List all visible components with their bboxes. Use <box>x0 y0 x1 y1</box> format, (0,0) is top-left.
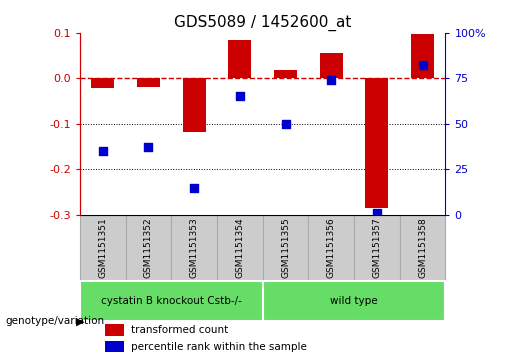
Bar <box>228 40 251 78</box>
Bar <box>91 78 114 88</box>
Text: genotype/variation: genotype/variation <box>5 316 104 326</box>
Text: GSM1151353: GSM1151353 <box>190 217 199 278</box>
Point <box>419 62 427 68</box>
Bar <box>400 215 445 281</box>
Bar <box>106 341 124 352</box>
Bar <box>80 215 126 281</box>
Text: transformed count: transformed count <box>131 325 228 335</box>
Text: GSM1151352: GSM1151352 <box>144 218 153 278</box>
Bar <box>354 215 400 281</box>
Bar <box>308 215 354 281</box>
Text: GSM1151358: GSM1151358 <box>418 217 427 278</box>
Bar <box>106 324 124 336</box>
Bar <box>183 78 205 132</box>
Point <box>281 121 289 127</box>
Point <box>190 185 198 191</box>
Point <box>144 144 152 150</box>
Bar <box>411 34 434 78</box>
Point <box>373 210 381 216</box>
Bar <box>274 70 297 78</box>
Text: GSM1151354: GSM1151354 <box>235 218 244 278</box>
Bar <box>80 281 263 321</box>
Title: GDS5089 / 1452600_at: GDS5089 / 1452600_at <box>174 15 351 31</box>
Bar <box>366 78 388 208</box>
Text: percentile rank within the sample: percentile rank within the sample <box>131 342 307 352</box>
Text: GSM1151357: GSM1151357 <box>372 217 382 278</box>
Bar <box>263 215 308 281</box>
Text: ▶: ▶ <box>76 316 85 326</box>
Bar <box>217 215 263 281</box>
Text: GSM1151355: GSM1151355 <box>281 217 290 278</box>
Point <box>236 94 244 99</box>
Text: GSM1151356: GSM1151356 <box>327 217 336 278</box>
Bar <box>171 215 217 281</box>
Bar <box>263 281 445 321</box>
Text: GSM1151351: GSM1151351 <box>98 217 107 278</box>
Bar <box>137 78 160 87</box>
Text: cystatin B knockout Cstb-/-: cystatin B knockout Cstb-/- <box>101 296 242 306</box>
Text: wild type: wild type <box>330 296 378 306</box>
Point <box>327 77 335 83</box>
Bar <box>126 215 171 281</box>
Bar <box>320 53 342 78</box>
Point <box>98 148 107 154</box>
